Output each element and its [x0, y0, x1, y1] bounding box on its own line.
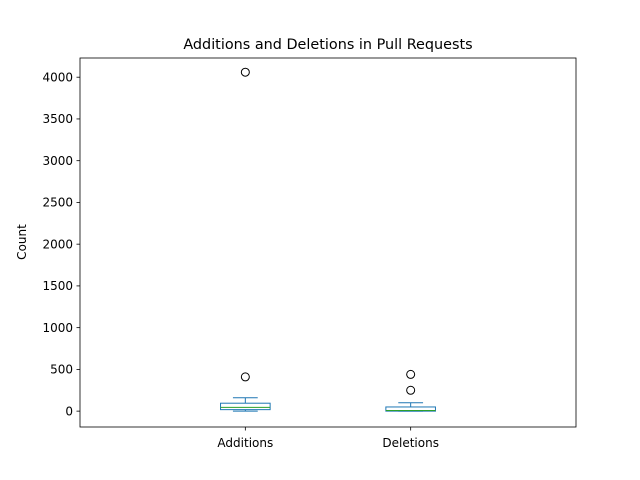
box — [220, 402, 271, 411]
plot-frame — [79, 57, 577, 428]
y-tick-label: 2000 — [42, 237, 73, 251]
y-tick-label: 2500 — [42, 196, 73, 210]
y-axis-label: Count — [15, 224, 29, 260]
x-tick-label: Deletions — [382, 436, 439, 450]
outlier-point — [406, 385, 416, 395]
x-axis-ticks: Additions Deletions — [217, 427, 439, 450]
outlier-point — [240, 67, 250, 77]
x-tick-label: Additions — [217, 436, 273, 450]
box-group-deletions — [385, 369, 436, 412]
y-tick-label: 3000 — [42, 154, 73, 168]
y-tick-label: 0 — [65, 404, 73, 418]
chart-title: Additions and Deletions in Pull Requests — [183, 37, 472, 53]
plot-area — [80, 58, 576, 427]
box — [385, 406, 436, 412]
y-tick-label: 500 — [50, 363, 73, 377]
y-tick-label: 1000 — [42, 321, 73, 335]
outlier-point — [406, 369, 416, 379]
y-tick-label: 1500 — [42, 279, 73, 293]
y-axis-ticks: 0 500 1000 1500 2000 2500 3000 3500 4000 — [42, 71, 80, 418]
outlier-point — [240, 372, 250, 382]
box-group-additions — [220, 67, 271, 412]
boxes-layer — [220, 67, 436, 412]
y-tick-label: 3500 — [42, 112, 73, 126]
y-tick-label: 4000 — [42, 71, 73, 85]
